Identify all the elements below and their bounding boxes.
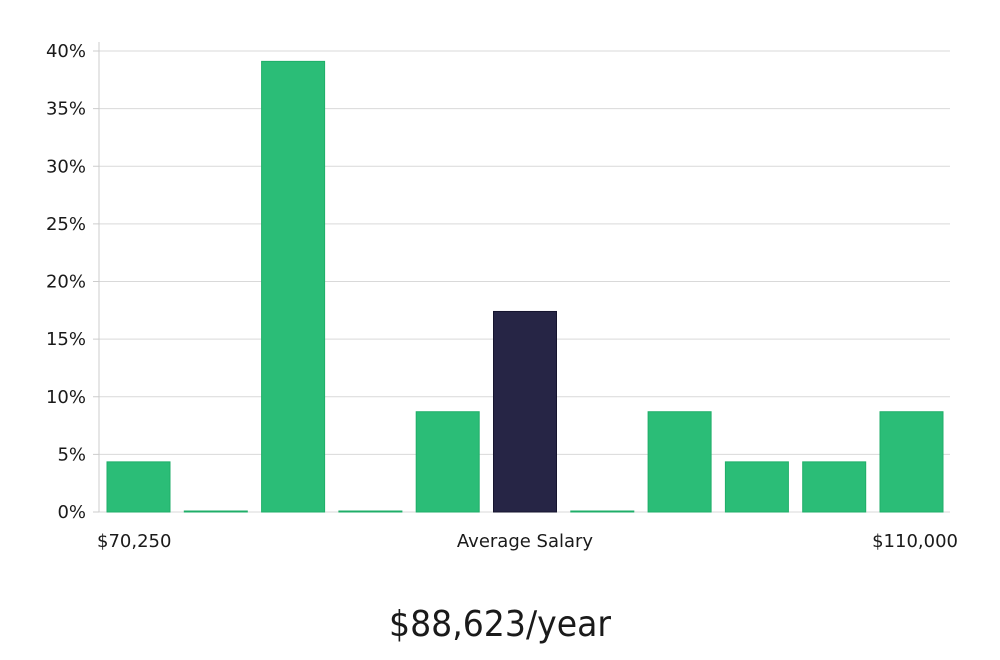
y-tick-label: 5% [57,444,86,465]
bar [879,411,944,513]
y-tick-label: 40% [46,41,86,62]
bar [647,411,712,513]
y-tick-label: 0% [57,502,86,523]
y-tick-label: 10% [46,387,86,408]
y-tick-label: 25% [46,214,86,235]
bar [724,461,789,513]
y-axis-ticks: 0% 5% 10% 15% 20% 25% 30% 35% 40% [46,41,99,523]
y-tick-label: 15% [46,329,86,350]
bar-average-salary [493,310,557,513]
y-tick-label: 20% [46,272,86,293]
x-min-label: $70,250 [97,531,171,552]
bars [106,60,944,513]
x-max-label: $110,000 [872,531,958,552]
bar [570,510,635,513]
y-tick-label: 35% [46,99,86,120]
bar [183,510,248,513]
average-salary-value: $88,623/year [388,604,612,645]
bar [261,60,326,513]
bar [106,461,171,513]
bar [415,411,480,513]
salary-histogram: 0% 5% 10% 15% 20% 25% 30% 35% 40% $70,250 Averag… [46,41,958,552]
bar [802,461,867,513]
bar [338,510,403,513]
y-tick-label: 30% [46,156,86,177]
x-center-label: Average Salary [457,531,594,552]
